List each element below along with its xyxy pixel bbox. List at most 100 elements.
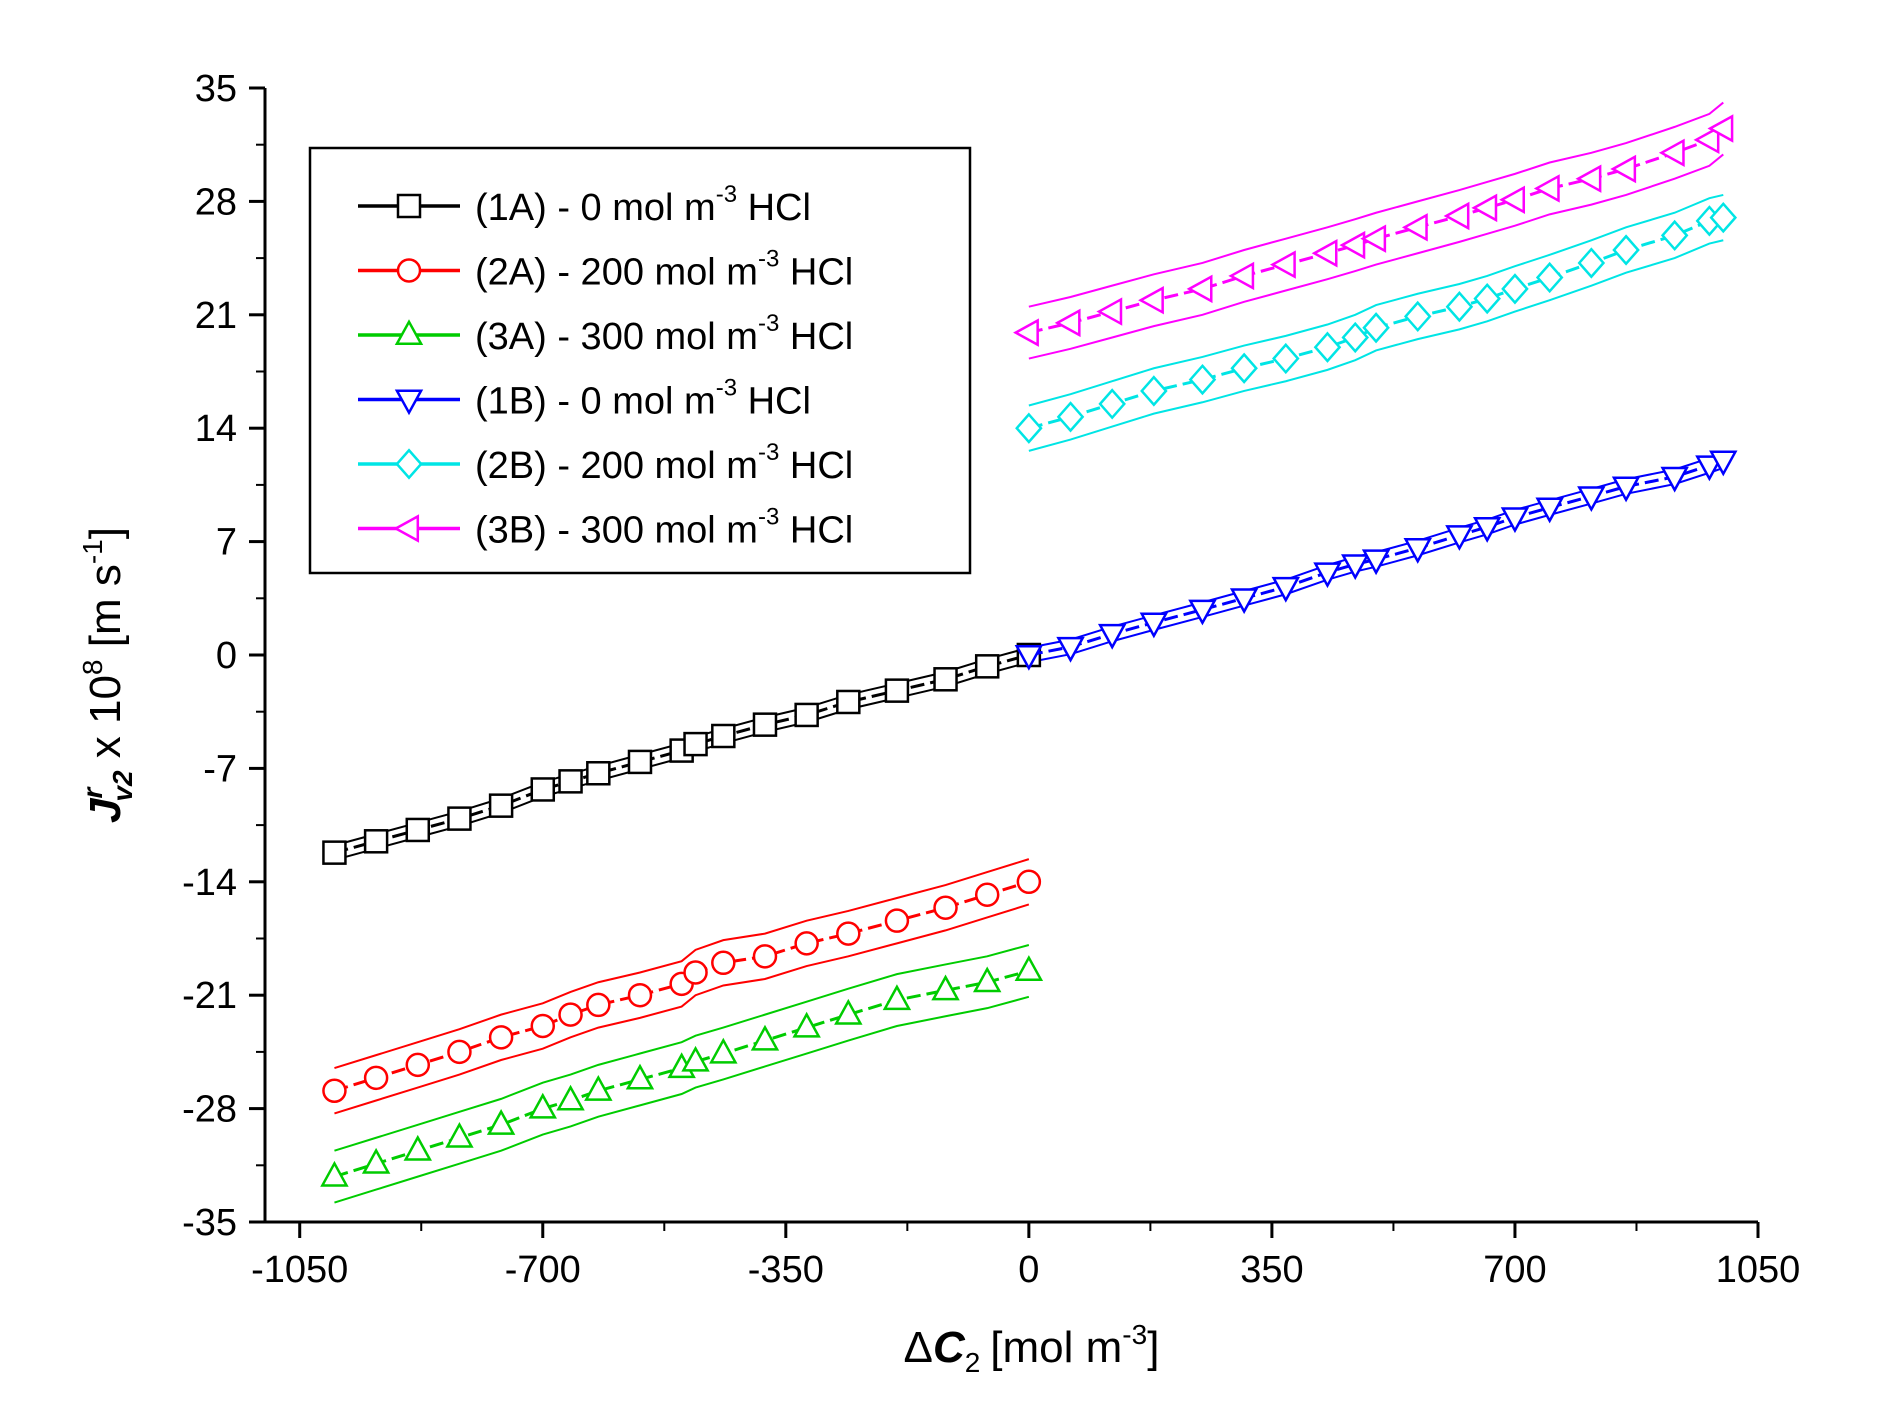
legend-marker-1A <box>396 193 422 219</box>
point-1B-6 <box>1271 576 1301 603</box>
point-1A-16 <box>933 667 958 692</box>
point-3B-5 <box>1228 261 1255 291</box>
point-1A-6 <box>558 769 583 794</box>
legend-label-suffix: HCl <box>737 381 811 423</box>
y-axis-title-sub: v2 <box>107 770 138 802</box>
point-2B-9 <box>1362 312 1390 344</box>
point-3A-8 <box>625 1063 655 1090</box>
x-tick-label: -1050 <box>251 1249 348 1291</box>
series-line-1B <box>1028 459 1724 657</box>
point-1A-10 <box>683 731 708 757</box>
legend-item-3B: (3B) - 300 mol m-3 HCl <box>358 504 853 552</box>
point-2B-0 <box>1015 412 1043 444</box>
legend-box <box>308 146 972 575</box>
point-3A-4 <box>486 1109 516 1135</box>
point-2A-8 <box>627 982 653 1008</box>
band-lower-2A <box>334 903 1030 1115</box>
x-tick-label: -350 <box>748 1249 824 1291</box>
legend-label-suffix: HCl <box>779 316 853 358</box>
point-1B-16 <box>1611 476 1641 503</box>
y-axis-title: Jrv2 x 108 [m s-1] <box>77 527 138 823</box>
point-3A-6 <box>556 1084 585 1111</box>
point-2A-14 <box>836 921 861 946</box>
legend-label-suffix: HCl <box>737 187 811 229</box>
point-1B-1 <box>1056 636 1085 663</box>
point-3B-4 <box>1186 274 1213 304</box>
legend-label-2A: (2A) - 200 mol m-3 HCl <box>475 246 853 294</box>
y-tick-label: 14 <box>195 408 237 450</box>
x-axis-title-delta: Δ <box>904 1323 933 1372</box>
band-upper-2A <box>334 858 1030 1070</box>
legend-marker-2A <box>396 258 422 283</box>
legend-marker-3B <box>393 514 420 543</box>
legend-label-sup: -3 <box>758 310 779 337</box>
point-2A-17 <box>974 882 1000 908</box>
point-3A-12 <box>750 1024 780 1051</box>
point-3B-14 <box>1533 174 1560 203</box>
band-upper-3B <box>1028 101 1724 308</box>
point-2B-1 <box>1056 401 1085 433</box>
point-1B-15 <box>1577 486 1606 513</box>
legend-label-1A: (1A) - 0 mol m-3 HCl <box>475 181 811 229</box>
legend-label-sup: -3 <box>758 504 779 531</box>
point-1A-5 <box>530 777 556 802</box>
point-1B-7 <box>1313 562 1342 589</box>
legend-item-2A: (2A) - 200 mol m-3 HCl <box>358 246 853 294</box>
point-3B-9 <box>1360 224 1387 253</box>
x-axis-title-close: ] <box>1147 1323 1159 1372</box>
x-tick-label: 1050 <box>1716 1249 1801 1291</box>
legend-label-text: (3B) - 300 mol m <box>475 510 758 552</box>
y-tick-label: -7 <box>203 748 237 790</box>
point-2A-16 <box>933 895 958 920</box>
point-3B-6 <box>1270 250 1296 279</box>
point-1A-4 <box>488 793 514 818</box>
y-axis-title-unit: [m s <box>81 564 130 659</box>
point-3A-17 <box>972 966 1002 993</box>
point-2B-4 <box>1188 363 1217 396</box>
x-axis-title-var: C <box>933 1323 966 1372</box>
legend-label-suffix: HCl <box>779 252 853 294</box>
point-1A-1 <box>363 829 389 854</box>
y-axis-title-close: ] <box>81 527 130 539</box>
point-1B-18 <box>1695 455 1724 482</box>
x-tick-label: -700 <box>505 1249 581 1291</box>
point-2A-12 <box>752 944 778 969</box>
point-3B-8 <box>1339 230 1366 260</box>
point-2B-10 <box>1403 300 1432 333</box>
point-3B-13 <box>1499 185 1526 214</box>
point-1A-2 <box>405 817 431 843</box>
point-2A-3 <box>447 1039 472 1065</box>
legend-label-suffix: HCl <box>779 445 853 487</box>
y-axis-title-sup2: 8 <box>77 659 108 675</box>
point-3B-2 <box>1096 297 1123 326</box>
point-1B-19 <box>1709 450 1738 477</box>
point-3A-2 <box>403 1134 432 1161</box>
band-lower-1B <box>1028 466 1724 664</box>
point-2B-6 <box>1272 342 1300 375</box>
point-2B-5 <box>1230 352 1258 384</box>
legend-label-text: (2A) - 200 mol m <box>475 252 758 294</box>
legend-label-1B: (1B) - 0 mol m-3 HCl <box>475 375 811 423</box>
legend-item-3A: (3A) - 300 mol m-3 HCl <box>358 310 853 358</box>
point-3A-10 <box>681 1045 710 1072</box>
point-1A-0 <box>322 840 347 865</box>
point-1A-15 <box>884 678 910 703</box>
legend-label-sup: -3 <box>716 375 737 402</box>
band-lower-2B <box>1028 239 1724 452</box>
x-axis-title-sup: -3 <box>1122 1319 1147 1350</box>
point-2B-7 <box>1313 331 1342 363</box>
legend-marker-3A <box>394 319 424 346</box>
point-3A-18 <box>1014 955 1044 981</box>
point-2B-3 <box>1140 375 1168 407</box>
point-2B-11 <box>1445 291 1474 323</box>
series-layer <box>320 114 1738 1187</box>
point-1A-14 <box>836 689 861 715</box>
point-3B-12 <box>1471 193 1498 223</box>
point-1B-8 <box>1341 554 1370 581</box>
x-axis-title: ΔC2 [mol m-3] <box>904 1319 1160 1378</box>
y-tick-label: -35 <box>182 1202 237 1244</box>
x-tick-label: 700 <box>1483 1249 1546 1291</box>
point-3A-3 <box>445 1121 474 1148</box>
confidence-bands <box>334 101 1724 1204</box>
